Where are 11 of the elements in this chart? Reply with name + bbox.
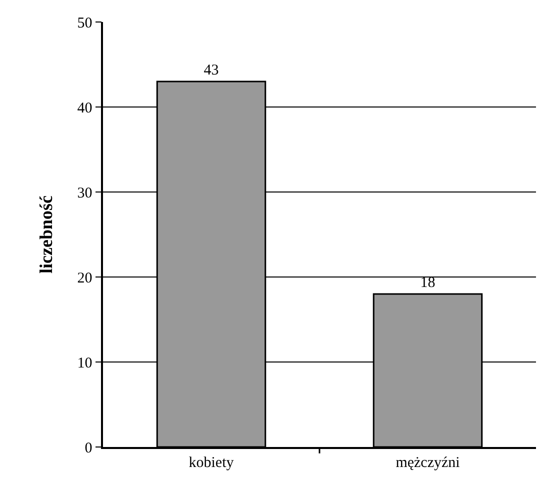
x-tick-label: mężczyźni	[396, 454, 460, 471]
y-tick-label: 30	[77, 185, 92, 202]
data-label: 43	[204, 62, 219, 78]
y-tick-label: 20	[77, 270, 92, 286]
data-label: 18	[420, 275, 436, 291]
y-tick-label: 50	[77, 15, 92, 32]
y-axis-title: liczebność	[36, 196, 56, 274]
y-tick-label: 10	[77, 355, 92, 372]
y-tick-label: 40	[77, 100, 92, 116]
y-tick-label: 0	[84, 440, 92, 456]
x-tick-label: kobiety	[188, 454, 234, 471]
